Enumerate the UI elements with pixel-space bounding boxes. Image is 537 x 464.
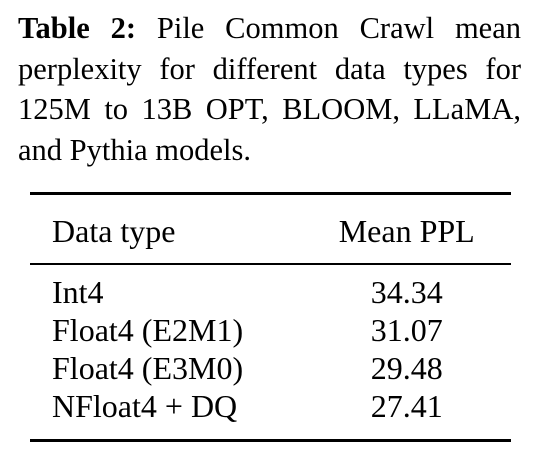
header-row: Data type Mean PPL: [30, 193, 511, 264]
table-caption: Table 2: Pile Common Crawl mean perplexi…: [18, 8, 521, 170]
cell-mean-ppl: 29.48: [370, 350, 443, 386]
results-table: Data type Mean PPL Int4 34.34 Float4 (E2…: [30, 192, 511, 442]
cell-data-type: NFloat4 + DQ: [52, 388, 238, 424]
table-row: Int4 34.34: [30, 264, 511, 311]
cell-mean-ppl: 34.34: [370, 274, 443, 310]
caption-label: Table 2:: [18, 11, 137, 45]
header-data-type: Data type: [52, 212, 176, 249]
cell-mean-ppl: 27.41: [370, 388, 443, 424]
cell-data-type: Float4 (E2M1): [52, 312, 244, 348]
table-body: Int4 34.34 Float4 (E2M1) 31.07 Float4 (E…: [30, 264, 511, 441]
table-row: Float4 (E3M0) 29.48: [30, 349, 511, 387]
cell-data-type: Float4 (E3M0): [52, 350, 244, 386]
cell-mean-ppl: 31.07: [370, 312, 443, 348]
cell-data-type: Int4: [52, 274, 104, 310]
table-row: Float4 (E2M1) 31.07: [30, 311, 511, 349]
table-header: Data type Mean PPL: [30, 193, 511, 264]
table-row: NFloat4 + DQ 27.41: [30, 387, 511, 441]
caption-text: Pile Common Crawl mean perplexity for di…: [18, 11, 522, 167]
header-mean-ppl: Mean PPL: [338, 212, 475, 249]
